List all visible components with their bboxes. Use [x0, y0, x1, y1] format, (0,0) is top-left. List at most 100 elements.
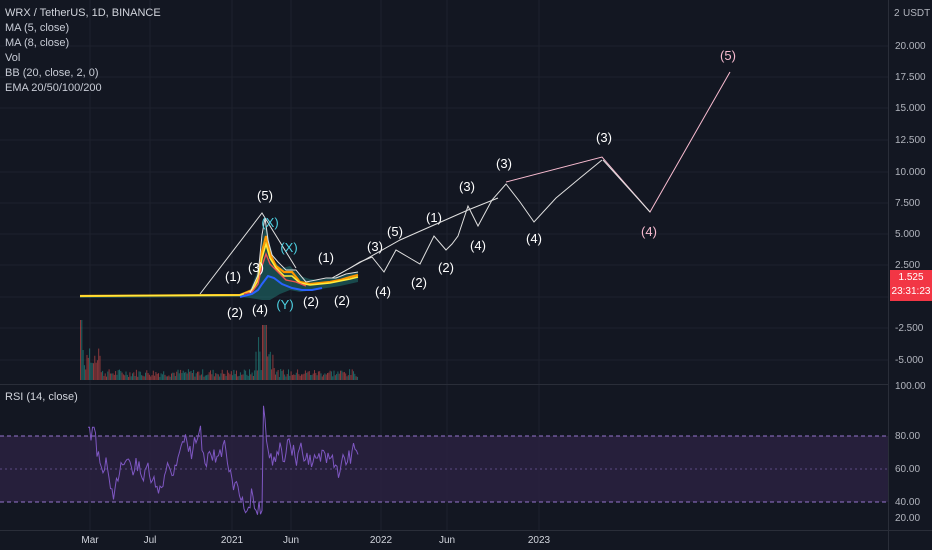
volume-bar — [310, 374, 312, 380]
volume-bar — [135, 369, 137, 380]
volume-bar — [241, 374, 243, 380]
volume-bar — [134, 375, 136, 380]
volume-bar — [90, 362, 92, 380]
volume-bar — [254, 370, 256, 380]
volume-bar — [226, 370, 228, 380]
volume-bar — [173, 372, 175, 380]
volume-bar — [342, 372, 344, 380]
volume-bar — [120, 371, 122, 380]
volume-bar — [161, 374, 163, 380]
volume-bar — [356, 376, 358, 380]
volume-bar — [330, 371, 332, 380]
volume-bar — [307, 371, 309, 380]
volume-bar — [111, 373, 113, 380]
volume-bar — [259, 351, 261, 380]
volume-bar — [191, 372, 193, 380]
volume-bar — [234, 373, 236, 380]
volume-bar — [91, 362, 93, 380]
volume-bar — [185, 371, 187, 380]
volume-bar — [275, 374, 276, 380]
volume-bar — [272, 354, 274, 380]
volume-bar — [324, 373, 326, 380]
ema-line-blue — [239, 274, 323, 298]
price-scale[interactable]: 20.000 17.500 15.000 12.500 10.000 7.500 5.000… — [895, 41, 926, 366]
time-label: Jun — [439, 535, 455, 546]
volume-bar — [130, 376, 132, 380]
price-scale-unit: USDT — [903, 8, 930, 19]
volume-bar — [286, 374, 288, 380]
volume-bar — [102, 370, 104, 380]
indicator-bb[interactable]: BB (20, close, 2, 0) — [5, 67, 99, 79]
indicator-ma8[interactable]: MA (8, close) — [5, 37, 70, 49]
volume-bar — [116, 374, 118, 380]
indicator-ma5[interactable]: MA (5, close) — [5, 22, 70, 34]
volume-bar — [338, 373, 340, 380]
time-label: 2023 — [528, 535, 551, 546]
wave-label: (5) — [387, 224, 403, 239]
volume-bar — [284, 374, 286, 380]
volume-bar — [337, 371, 339, 380]
volume-bar — [252, 376, 254, 380]
time-label: Jun — [283, 535, 299, 546]
wave-label-cyan: (X) — [261, 215, 278, 230]
volume-bar — [347, 375, 349, 380]
volume-bar — [107, 371, 109, 380]
wave-label: (4) — [252, 302, 268, 317]
volume-bar — [264, 325, 266, 380]
volume-bar — [256, 370, 258, 380]
volume-bar — [80, 320, 81, 380]
indicator-ribbon — [79, 217, 359, 300]
volume-bar — [200, 374, 202, 380]
volume-bar — [193, 369, 195, 380]
wave-label: (2) — [303, 294, 319, 309]
volume-bar — [236, 370, 237, 380]
volume-bar — [294, 374, 296, 380]
volume-bar — [151, 375, 153, 380]
indicator-vol[interactable]: Vol — [5, 52, 21, 64]
indicator-ema[interactable]: EMA 20/50/100/200 — [5, 82, 102, 94]
volume-bar — [156, 373, 158, 380]
volume-bar — [121, 372, 123, 380]
volume-bar — [315, 373, 317, 380]
volume-bar — [148, 374, 150, 380]
volume-bar — [125, 371, 127, 380]
volume-bar — [251, 372, 253, 380]
volume-bar — [249, 369, 250, 380]
rsi-scale[interactable]: 100.00 80.00 60.00 40.00 20.00 — [895, 381, 926, 524]
volume-bar — [314, 370, 315, 380]
volume-bar — [355, 376, 357, 380]
volume-bar — [98, 348, 100, 380]
volume-bar — [273, 368, 275, 380]
volume-bar — [181, 373, 183, 380]
volume-bar — [83, 365, 85, 380]
wave-labels: (5) (3) (1) (2) (4) (2) (2) (1) (3) (5) (4) (2) (1) (… — [225, 48, 736, 320]
volume-bar — [332, 376, 334, 380]
volume-bar — [109, 373, 111, 380]
volume-bar — [341, 370, 343, 380]
volume-bar — [276, 371, 278, 380]
wave-label: (3) — [248, 260, 264, 275]
volume-bar — [94, 355, 96, 380]
volume-bar — [268, 354, 270, 380]
volume-bar — [224, 373, 226, 380]
price-label: 2.500 — [895, 260, 920, 271]
volume-bar — [334, 375, 336, 380]
wave-label: (2) — [334, 293, 350, 308]
volume-bar — [106, 376, 107, 380]
volume-bar — [171, 373, 172, 380]
time-label: 2021 — [221, 535, 244, 546]
volume-bar — [278, 376, 280, 380]
wave-label-pink: (5) — [720, 48, 736, 63]
volume-bar — [299, 375, 301, 380]
volume-bar — [350, 375, 352, 380]
rsi-legend[interactable]: RSI (14, close) — [5, 391, 78, 403]
wave-label: (2) — [227, 305, 243, 320]
symbol-title[interactable]: WRX / TetherUS, 1D, BINANCE — [5, 7, 161, 19]
time-axis[interactable]: Mar Jul 2021 Jun 2022 Jun 2023 — [81, 535, 550, 546]
volume-bar — [158, 373, 159, 380]
wave-projection-white — [199, 212, 297, 295]
volume-bar — [297, 369, 299, 380]
volume-bar — [238, 375, 240, 380]
volume-bar — [203, 376, 205, 380]
